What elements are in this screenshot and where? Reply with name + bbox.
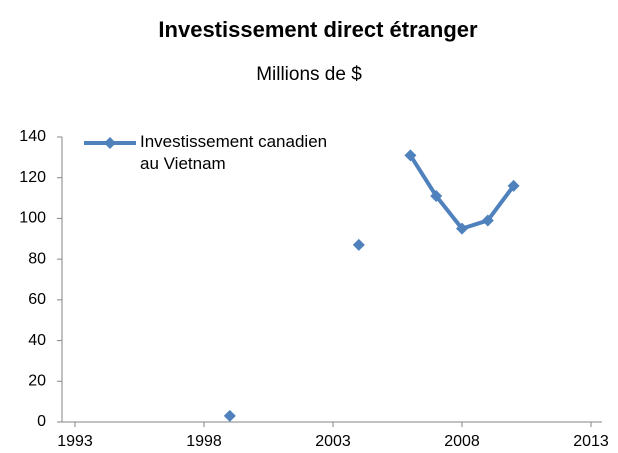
series-line <box>408 154 516 231</box>
data-point <box>456 222 468 235</box>
legend-marker <box>104 137 116 149</box>
y-tick-label: 140 <box>19 128 46 145</box>
y-tick-label: 0 <box>37 413 46 430</box>
y-tick-label: 20 <box>28 373 46 390</box>
data-point <box>507 179 520 192</box>
x-tick-label: 1993 <box>57 433 93 450</box>
y-tick-label: 60 <box>28 291 46 308</box>
y-tick-label: 80 <box>28 250 46 267</box>
legend-label: Investissement canadien au Vietnam <box>140 132 328 173</box>
x-tick-label: 2003 <box>315 433 351 450</box>
x-tick-label: 1998 <box>186 433 222 450</box>
data-point <box>481 214 494 227</box>
chart-subtitle: Millions de $ <box>256 64 362 85</box>
data-point <box>404 149 417 162</box>
x-tick-label: 2013 <box>573 433 609 450</box>
chart-title: Investissement direct étranger <box>158 17 478 42</box>
y-tick-label: 120 <box>19 169 46 186</box>
data-point <box>352 238 365 251</box>
data-point <box>223 409 236 422</box>
data-point <box>430 190 443 203</box>
y-tick-label: 100 <box>19 210 46 227</box>
x-tick-label: 2008 <box>444 433 480 450</box>
y-tick-label: 40 <box>28 332 46 349</box>
